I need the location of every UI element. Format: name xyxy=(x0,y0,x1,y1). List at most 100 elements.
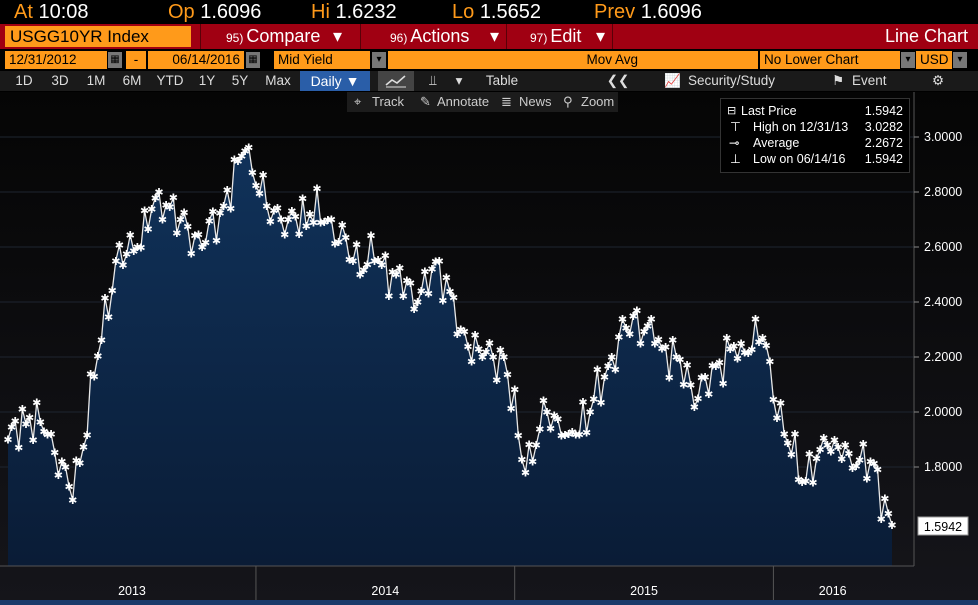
data-point: ✱ xyxy=(136,241,145,254)
data-point: ✱ xyxy=(273,202,282,215)
legend-avg-label: Average xyxy=(753,136,800,150)
data-point: ✱ xyxy=(729,340,738,353)
data-point: ✱ xyxy=(801,475,810,488)
data-point: ✱ xyxy=(816,444,825,457)
range-max[interactable]: Max xyxy=(265,73,291,88)
currency-select[interactable]: USD xyxy=(916,51,952,69)
x-tick-label: 2013 xyxy=(118,584,146,598)
mov-avg-field[interactable]: Mov Avg xyxy=(388,51,758,69)
crosshair-icon: ⌖ xyxy=(354,94,362,109)
data-point: ✱ xyxy=(165,201,174,214)
data-point: ✱ xyxy=(259,169,268,182)
range-5y[interactable]: 5Y xyxy=(231,73,249,88)
data-point: ✱ xyxy=(805,448,814,461)
ticker-field[interactable]: USGG10YR Index xyxy=(5,26,191,47)
compare-button[interactable]: 95) Compare xyxy=(226,26,321,46)
data-point: ✱ xyxy=(377,259,386,272)
data-point: ✱ xyxy=(474,343,483,356)
table-tab[interactable]: Table xyxy=(485,73,519,88)
data-point: ✱ xyxy=(686,379,695,392)
data-point: ✱ xyxy=(654,334,663,347)
data-point: ✱ xyxy=(862,472,871,485)
chevron-down-icon[interactable]: ▾ xyxy=(455,73,463,88)
data-point: ✱ xyxy=(68,494,77,507)
data-point: ✱ xyxy=(492,374,501,387)
data-point: ✱ xyxy=(61,461,70,474)
quote-prev: Prev 1.6096 xyxy=(594,1,702,23)
data-point: ✱ xyxy=(409,303,418,316)
data-point: ✱ xyxy=(86,368,95,381)
actions-button[interactable]: 96) Actions xyxy=(390,26,470,46)
data-point: ✱ xyxy=(118,259,127,272)
calendar-icon[interactable]: ▦ xyxy=(108,52,122,68)
data-point: ✱ xyxy=(43,429,52,442)
gear-icon[interactable]: ⚙ xyxy=(931,73,945,88)
legend-last-value: 1.5942 xyxy=(864,104,903,118)
range-1m[interactable]: 1M xyxy=(86,73,106,88)
chevron-down-icon[interactable]: ▾ xyxy=(901,52,915,68)
end-date-field[interactable]: 06/14/2016 xyxy=(148,51,244,69)
chevron-down-icon[interactable]: ▾ xyxy=(372,52,386,68)
period-select[interactable]: Daily ▼ xyxy=(300,71,370,91)
data-point: ✱ xyxy=(194,229,203,242)
line-chart-icon[interactable] xyxy=(378,71,414,91)
data-point: ✱ xyxy=(769,393,778,406)
data-point: ✱ xyxy=(427,263,436,276)
data-point: ✱ xyxy=(320,216,329,229)
security-study-button[interactable]: Security/Study xyxy=(688,73,776,88)
data-point: ✱ xyxy=(790,428,799,441)
actions-dropdown-icon[interactable]: ▾ xyxy=(490,26,500,46)
data-point: ✱ xyxy=(208,205,217,218)
range-1d[interactable]: 1D xyxy=(15,73,33,88)
annotate-button[interactable]: Annotate xyxy=(437,94,490,109)
bar-chart-icon[interactable]: ⫫ xyxy=(429,73,437,88)
data-point: ✱ xyxy=(359,264,368,277)
lower-chart-select[interactable]: No Lower Chart xyxy=(760,51,900,69)
start-date-field[interactable]: 12/31/2012 xyxy=(5,51,107,69)
track-button[interactable]: Track xyxy=(372,94,405,109)
quote-bar: At 10:08 Op 1.6096 Hi 1.6232 Lo 1.5652 P… xyxy=(0,0,978,24)
range-3d[interactable]: 3D xyxy=(51,73,69,88)
data-point: ✱ xyxy=(582,427,591,440)
data-point: ✱ xyxy=(560,429,569,442)
data-point: ✱ xyxy=(230,154,239,167)
high-marker-icon: ⊤ xyxy=(730,120,741,134)
search-icon: ⚲ xyxy=(563,94,573,109)
data-point: ✱ xyxy=(639,325,648,338)
field-select[interactable]: Mid Yield xyxy=(274,51,370,69)
range-6m[interactable]: 6M xyxy=(122,73,142,88)
data-point: ✱ xyxy=(417,285,426,298)
data-point: ✱ xyxy=(97,334,106,347)
data-point: ✱ xyxy=(844,447,853,460)
event-button[interactable]: Event xyxy=(852,73,887,88)
data-point: ✱ xyxy=(708,359,717,372)
data-point: ✱ xyxy=(499,351,508,364)
collapse-icon[interactable]: ❮❮ xyxy=(606,73,630,88)
data-point: ✱ xyxy=(104,311,113,324)
data-point: ✱ xyxy=(54,469,63,482)
data-point: ✱ xyxy=(140,205,149,218)
data-point: ✱ xyxy=(718,377,727,390)
data-point: ✱ xyxy=(873,464,882,477)
data-point: ✱ xyxy=(471,329,480,342)
data-point: ✱ xyxy=(762,339,771,352)
y-tick-label: 2.2000 xyxy=(924,350,962,364)
edit-dropdown-icon[interactable]: ▾ xyxy=(596,26,606,46)
zoom-button[interactable]: Zoom xyxy=(581,94,615,109)
compare-dropdown-icon[interactable]: ▾ xyxy=(333,26,343,46)
chart-type-label[interactable]: Line Chart xyxy=(884,26,968,46)
data-point: ✱ xyxy=(711,360,720,373)
news-button[interactable]: News xyxy=(519,94,552,109)
data-point: ✱ xyxy=(614,331,623,344)
data-point: ✱ xyxy=(841,439,850,452)
range-1y[interactable]: 1Y xyxy=(198,73,216,88)
chevron-down-icon[interactable]: ▾ xyxy=(953,52,967,68)
price-chart[interactable]: ✱✱✱✱✱✱✱✱✱✱✱✱✱✱✱✱✱✱✱✱✱✱✱✱✱✱✱✱✱✱✱✱✱✱✱✱✱✱✱✱… xyxy=(0,92,978,600)
chart-tools-bar xyxy=(347,92,618,112)
data-point: ✱ xyxy=(356,269,365,282)
calendar-icon[interactable]: ▦ xyxy=(246,52,260,68)
edit-button[interactable]: 97) Edit xyxy=(530,26,582,46)
data-point: ✱ xyxy=(851,460,860,473)
range-ytd[interactable]: YTD xyxy=(156,73,184,88)
flag-icon: ⚑ xyxy=(831,73,845,88)
